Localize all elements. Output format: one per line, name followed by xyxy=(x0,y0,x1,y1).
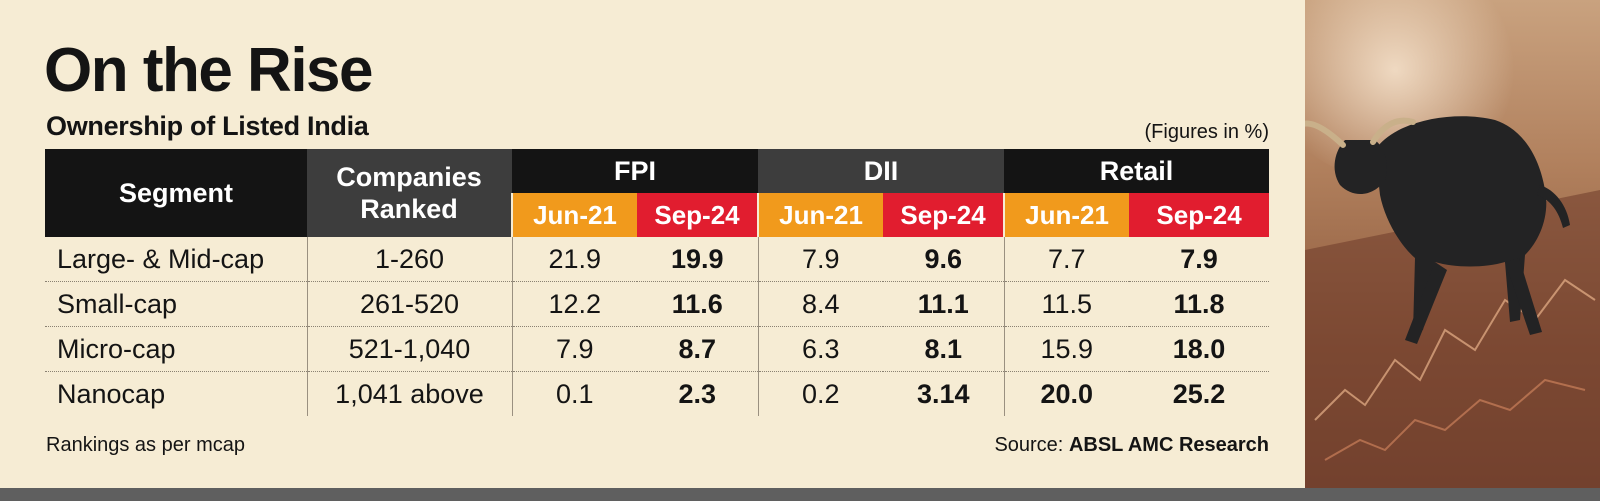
source-credit: Source: ABSL AMC Research xyxy=(994,433,1269,457)
dii-jun21-header: Jun-21 xyxy=(757,193,884,237)
table-row: Small-cap 261-520 12.2 11.6 8.4 11.1 11.… xyxy=(45,281,1270,327)
ranked-cell: 1,041 above xyxy=(306,371,512,416)
dii-jun21-cell: 6.3 xyxy=(757,326,884,372)
retail-sep24-cell: 11.8 xyxy=(1129,281,1270,327)
segment-cell: Small-cap xyxy=(45,281,307,327)
units-note: (Figures in %) xyxy=(1144,121,1269,143)
retail-header: Retail xyxy=(1004,149,1270,193)
segment-cell: Micro-cap xyxy=(45,326,307,372)
fpi-sep24-cell: 19.9 xyxy=(637,237,759,282)
bottom-bar xyxy=(0,488,1600,501)
source-label: Source: xyxy=(994,434,1064,456)
fpi-jun21-cell: 0.1 xyxy=(511,371,637,416)
dii-sep24-cell: 11.1 xyxy=(883,281,1005,327)
fpi-jun21-header: Jun-21 xyxy=(511,193,637,237)
retail-jun21-cell: 20.0 xyxy=(1003,371,1130,416)
page-subtitle: Ownership of Listed India xyxy=(46,111,369,141)
ranked-cell: 521-1,040 xyxy=(306,326,512,372)
dii-header: DII xyxy=(758,149,1005,193)
dii-sep24-cell: 8.1 xyxy=(883,326,1005,372)
dii-sep24-cell: 3.14 xyxy=(916,378,970,409)
dii-jun21-cell: 0.2 xyxy=(757,371,884,416)
segment-cell: Nanocap xyxy=(57,378,166,409)
companies-ranked-header: Companies Ranked xyxy=(307,149,512,237)
retail-sep24-cell: 7.9 xyxy=(1129,237,1270,282)
dii-jun21-cell: 7.9 xyxy=(757,237,884,282)
bull-figurine-photo xyxy=(1305,0,1600,488)
table-row: Micro-cap 521-1,040 7.9 8.7 6.3 8.1 15.9… xyxy=(45,326,1270,372)
fpi-jun21-cell: 21.9 xyxy=(511,237,637,282)
dii-jun21-cell: 8.4 xyxy=(757,281,884,327)
fpi-sep24-cell: 2.3 xyxy=(678,378,717,409)
retail-sep24-header: Sep-24 xyxy=(1129,193,1270,237)
retail-sep24-cell: 18.0 xyxy=(1129,326,1270,372)
fpi-header: FPI xyxy=(512,149,759,193)
fpi-sep24-header: Sep-24 xyxy=(637,193,759,237)
table-row: Nanocap 1,041 above 0.1 2.3 0.2 3.14 20.… xyxy=(45,371,1269,416)
segment-header: Segment xyxy=(45,149,307,237)
fpi-jun21-cell: 12.2 xyxy=(511,281,637,327)
retail-sep24-cell: 25.2 xyxy=(1172,378,1226,409)
ranked-cell: 261-520 xyxy=(306,281,512,327)
dii-sep24-header: Sep-24 xyxy=(883,193,1005,237)
footnote: Rankings as per mcap xyxy=(46,434,245,456)
fpi-jun21-cell: 7.9 xyxy=(511,326,637,372)
retail-jun21-cell: 11.5 xyxy=(1003,281,1130,327)
page-title: On the Rise xyxy=(44,36,374,105)
fpi-sep24-cell: 8.7 xyxy=(637,326,759,372)
table-row: Large- & Mid-cap 1-260 21.9 19.9 7.9 9.6… xyxy=(45,237,1270,282)
source-name: ABSL AMC Research xyxy=(1068,434,1269,456)
dii-sep24-cell: 9.6 xyxy=(883,237,1005,282)
bull-icon xyxy=(1305,116,1600,488)
retail-jun21-cell: 15.9 xyxy=(1003,326,1130,372)
ranked-cell: 1-260 xyxy=(306,237,512,282)
fpi-sep24-cell: 11.6 xyxy=(637,281,759,327)
retail-jun21-cell: 7.7 xyxy=(1003,237,1130,282)
segment-cell: Large- & Mid-cap xyxy=(45,237,307,282)
ownership-table: Segment Companies Ranked FPI DII Retail … xyxy=(45,149,1270,416)
retail-jun21-header: Jun-21 xyxy=(1003,193,1130,237)
